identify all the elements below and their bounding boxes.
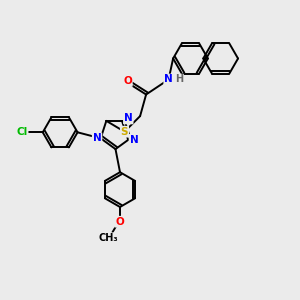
Text: N: N [124, 113, 133, 124]
Text: Cl: Cl [16, 127, 27, 137]
Text: O: O [115, 217, 124, 227]
Text: H: H [175, 74, 183, 85]
Text: N: N [164, 74, 173, 85]
Text: N: N [93, 133, 101, 143]
Text: S: S [121, 127, 128, 137]
Text: O: O [123, 76, 132, 86]
Text: CH₃: CH₃ [99, 233, 118, 243]
Text: N: N [130, 135, 138, 145]
